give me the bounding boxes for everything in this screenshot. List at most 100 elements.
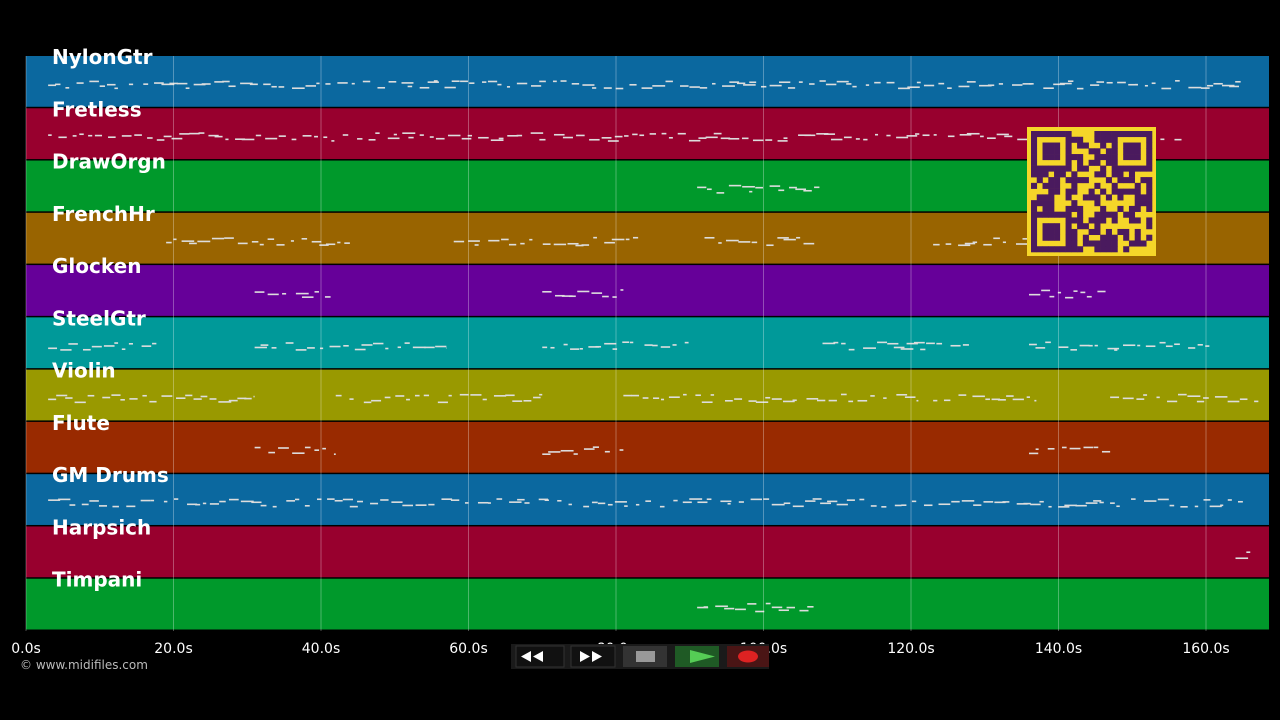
note — [1064, 504, 1077, 507]
note — [1058, 346, 1069, 348]
note — [765, 139, 773, 141]
qr-cell — [1059, 131, 1066, 138]
note — [428, 503, 435, 506]
note — [1029, 343, 1037, 346]
note — [689, 498, 703, 500]
qr-cell — [1031, 240, 1038, 247]
note — [987, 84, 995, 87]
qr-cell — [1077, 154, 1084, 161]
qr-cell — [1054, 246, 1061, 253]
qr-cell — [1042, 171, 1049, 178]
note — [112, 505, 119, 508]
note — [604, 241, 615, 244]
qr-cell — [1031, 217, 1038, 224]
rewind-button[interactable] — [515, 645, 565, 668]
note — [1175, 80, 1180, 82]
qr-cell — [1031, 228, 1038, 236]
note — [361, 344, 373, 346]
note — [224, 237, 234, 239]
note — [736, 82, 746, 85]
note — [792, 505, 804, 508]
note — [171, 137, 183, 140]
qr-cell — [1042, 154, 1049, 161]
note — [79, 133, 84, 136]
note — [1006, 395, 1014, 397]
note — [1205, 345, 1210, 347]
note — [904, 396, 916, 398]
note — [863, 138, 868, 141]
note — [128, 83, 134, 86]
qr-cell — [1054, 131, 1061, 138]
qr-cell — [1105, 177, 1112, 184]
record-button[interactable] — [727, 646, 769, 667]
time-tick-label: 20.0s — [154, 641, 192, 657]
note — [809, 83, 815, 85]
play-button[interactable] — [675, 646, 719, 667]
note — [771, 398, 782, 400]
note — [593, 236, 597, 239]
note — [538, 498, 549, 501]
qr-cell — [1111, 240, 1118, 247]
note — [1214, 396, 1228, 398]
note — [253, 395, 255, 398]
note — [509, 501, 522, 503]
note — [1197, 344, 1203, 346]
qr-cell — [1065, 246, 1072, 253]
time-tick-label: 140.0s — [1035, 641, 1082, 657]
track-row — [26, 474, 1269, 525]
qr-cell — [1094, 246, 1101, 253]
note — [48, 398, 57, 401]
note — [568, 503, 572, 506]
note — [169, 82, 178, 85]
note — [783, 502, 791, 505]
note — [60, 349, 72, 351]
note — [825, 83, 837, 86]
note — [539, 393, 543, 396]
note — [1156, 396, 1160, 399]
note — [804, 134, 816, 137]
note — [583, 505, 590, 508]
note — [1094, 344, 1098, 347]
note — [371, 399, 382, 402]
note — [1188, 347, 1196, 349]
note — [771, 503, 785, 506]
note — [1083, 446, 1093, 449]
note — [267, 293, 279, 296]
note — [1194, 505, 1199, 508]
note — [69, 504, 76, 506]
qr-cell — [1071, 182, 1078, 189]
note — [602, 295, 609, 298]
note — [803, 189, 812, 192]
note — [765, 602, 771, 605]
note — [874, 81, 881, 84]
note — [263, 83, 271, 86]
qr-cell — [1088, 148, 1095, 155]
qr-cell — [1117, 194, 1124, 201]
qr-cell — [1140, 240, 1147, 247]
note — [487, 502, 491, 504]
notes — [48, 80, 1259, 613]
stop-button[interactable] — [623, 646, 667, 667]
forward-button[interactable] — [570, 645, 616, 668]
note — [58, 498, 71, 501]
note — [331, 140, 335, 142]
qr-cell — [1111, 165, 1118, 172]
note — [176, 397, 186, 399]
note — [490, 139, 504, 142]
qr-cell — [1134, 234, 1141, 241]
qr-cell — [1134, 217, 1141, 224]
note — [202, 502, 207, 505]
qr-cell — [1048, 177, 1055, 184]
note — [724, 399, 733, 402]
note — [624, 505, 628, 507]
note — [763, 498, 770, 500]
note — [734, 398, 743, 400]
note — [748, 400, 757, 402]
qr-cell — [1094, 136, 1101, 143]
qr-cell — [1117, 205, 1124, 212]
qr-cell — [1059, 211, 1066, 218]
note — [140, 499, 151, 502]
note — [778, 609, 789, 612]
note — [271, 347, 277, 349]
note — [240, 82, 253, 85]
